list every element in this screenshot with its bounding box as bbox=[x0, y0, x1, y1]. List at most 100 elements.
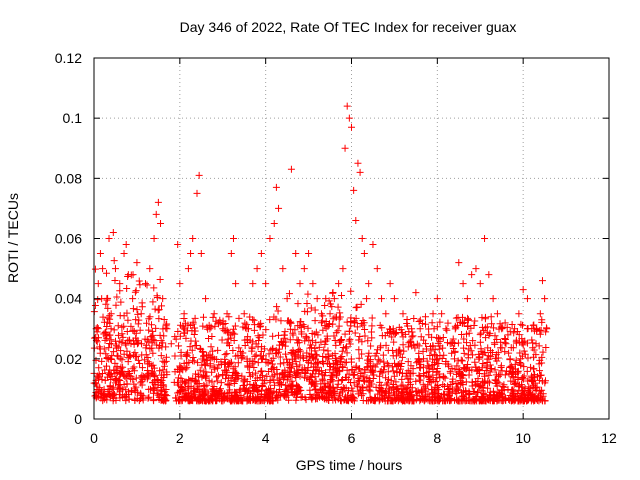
data-point bbox=[395, 323, 403, 331]
data-point bbox=[328, 371, 336, 379]
data-point bbox=[409, 396, 417, 404]
data-point bbox=[103, 396, 111, 404]
data-point bbox=[483, 361, 491, 369]
data-point bbox=[480, 327, 488, 335]
data-point bbox=[238, 372, 246, 380]
data-point bbox=[250, 316, 258, 324]
data-point bbox=[542, 343, 550, 351]
data-point bbox=[305, 376, 313, 384]
data-point bbox=[385, 361, 393, 369]
data-point bbox=[486, 368, 494, 376]
data-point bbox=[114, 352, 122, 360]
data-point bbox=[533, 383, 541, 391]
data-point bbox=[247, 396, 255, 404]
data-point bbox=[266, 378, 274, 386]
data-point bbox=[154, 381, 162, 389]
data-point bbox=[317, 310, 325, 318]
data-point bbox=[521, 387, 529, 395]
data-point bbox=[408, 325, 416, 333]
data-point bbox=[444, 360, 452, 368]
data-point bbox=[408, 333, 416, 341]
data-point bbox=[487, 313, 495, 321]
data-point bbox=[96, 345, 104, 353]
data-point bbox=[398, 370, 406, 378]
data-point bbox=[320, 346, 328, 354]
data-point bbox=[346, 335, 354, 343]
data-point bbox=[197, 345, 205, 353]
data-point bbox=[405, 378, 413, 386]
data-point bbox=[117, 347, 125, 355]
data-point bbox=[403, 316, 411, 324]
data-point bbox=[433, 356, 441, 364]
data-point bbox=[536, 326, 544, 334]
data-point bbox=[452, 370, 460, 378]
data-point bbox=[106, 319, 114, 327]
data-point bbox=[201, 361, 209, 369]
data-point bbox=[348, 394, 356, 402]
data-point bbox=[279, 369, 287, 377]
y-tick-label: 0.08 bbox=[55, 170, 82, 186]
data-point bbox=[536, 372, 544, 380]
data-point bbox=[118, 330, 126, 338]
data-point bbox=[337, 291, 345, 299]
data-point bbox=[272, 183, 280, 191]
data-point bbox=[98, 390, 106, 398]
data-point bbox=[515, 331, 523, 339]
data-point bbox=[358, 235, 366, 242]
data-point bbox=[184, 384, 192, 392]
data-point bbox=[233, 396, 241, 404]
data-point bbox=[390, 372, 398, 380]
data-point bbox=[151, 372, 159, 380]
data-point bbox=[208, 354, 216, 362]
data-point bbox=[345, 337, 353, 345]
data-point bbox=[257, 368, 265, 376]
data-point bbox=[206, 360, 214, 368]
data-point bbox=[154, 391, 162, 399]
data-point bbox=[205, 321, 213, 329]
data-point bbox=[451, 347, 459, 355]
data-point bbox=[417, 396, 425, 404]
data-point bbox=[509, 344, 517, 352]
data-point bbox=[107, 325, 115, 333]
data-point bbox=[382, 374, 390, 382]
data-point bbox=[386, 280, 394, 288]
data-point bbox=[175, 342, 183, 350]
data-point bbox=[321, 302, 329, 310]
data-point bbox=[463, 295, 471, 303]
data-point bbox=[181, 378, 189, 386]
data-point bbox=[451, 388, 459, 396]
data-point bbox=[283, 295, 291, 303]
data-point bbox=[214, 372, 222, 380]
data-point bbox=[330, 295, 338, 303]
data-point bbox=[527, 397, 535, 405]
data-point bbox=[413, 340, 421, 348]
data-point bbox=[453, 389, 461, 397]
data-point bbox=[376, 357, 384, 365]
data-point bbox=[257, 250, 265, 258]
data-point bbox=[221, 355, 229, 363]
data-point bbox=[505, 395, 513, 403]
data-point bbox=[138, 364, 146, 372]
data-point bbox=[323, 359, 331, 367]
data-point bbox=[141, 335, 149, 343]
data-point bbox=[205, 335, 213, 343]
data-point bbox=[250, 358, 258, 366]
data-point bbox=[404, 358, 412, 366]
data-point bbox=[471, 341, 479, 349]
data-point bbox=[330, 363, 338, 371]
data-point bbox=[122, 241, 130, 249]
data-point bbox=[269, 397, 277, 405]
data-point bbox=[380, 358, 388, 366]
data-point bbox=[91, 302, 99, 310]
data-point bbox=[160, 362, 168, 370]
data-point bbox=[221, 366, 229, 374]
data-point bbox=[252, 351, 260, 359]
data-point bbox=[150, 384, 158, 392]
data-point bbox=[156, 331, 164, 339]
data-point bbox=[141, 356, 149, 364]
y-tick-label: 0.06 bbox=[55, 231, 82, 247]
data-point bbox=[347, 287, 355, 295]
data-point bbox=[235, 314, 243, 322]
data-point bbox=[519, 341, 527, 349]
data-point bbox=[367, 362, 375, 370]
